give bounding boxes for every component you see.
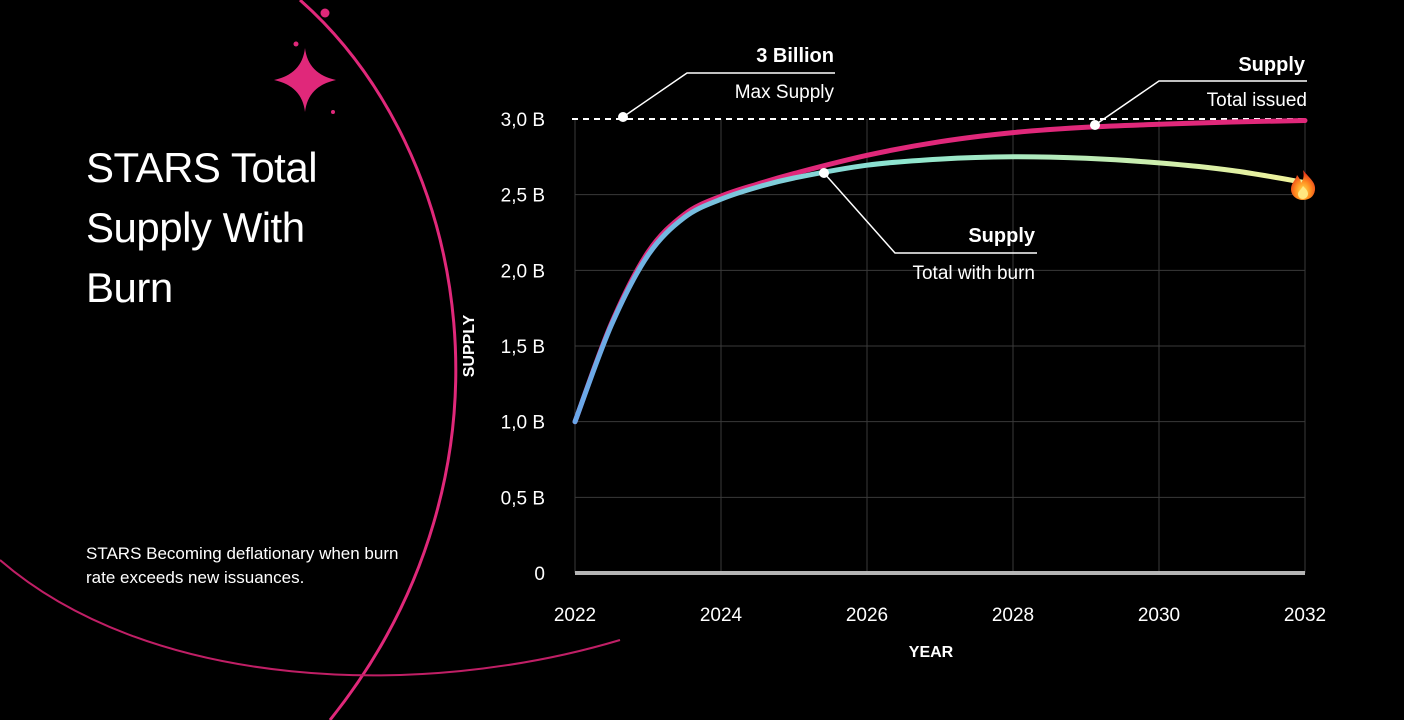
y-tick-label: 1,0 B: [501, 413, 545, 434]
annotation-max-supply-head: 3 Billion: [756, 45, 834, 67]
x-tick-label: 2022: [554, 605, 596, 626]
fire-icon: [1291, 170, 1316, 200]
annotation-max-supply: 3 Billion Max Supply: [618, 45, 835, 122]
y-tick-label: 0: [534, 564, 545, 585]
annotation-total-issued: Supply Total issued: [1090, 54, 1307, 130]
x-tick-label: 2026: [846, 605, 888, 626]
axis-ticks: 2022 2024 2026 2028 2030 2032 0 0,5 B 1,0 B 1,5 B…: [501, 110, 1327, 626]
y-tick-label: 0,5 B: [501, 488, 545, 509]
series-line-total-with-burn: [572, 154, 1308, 425]
page-title: STARS Total Supply With Burn: [86, 144, 318, 311]
x-tick-label: 2030: [1138, 605, 1180, 626]
annotation-total-with-burn-head: Supply: [968, 225, 1036, 247]
y-axis-label: SUPPLY: [461, 314, 478, 377]
chart-description: STARS Becoming deflationary when burn ra…: [86, 544, 399, 587]
y-tick-label: 3,0 B: [501, 110, 545, 131]
y-tick-label: 2,0 B: [501, 261, 545, 282]
annotation-total-issued-sub: Total issued: [1207, 90, 1307, 111]
annotation-max-supply-sub: Max Supply: [735, 82, 835, 103]
annotation-total-with-burn: Supply Total with burn: [819, 168, 1037, 284]
x-axis-label: YEAR: [909, 644, 954, 661]
x-tick-label: 2024: [700, 605, 743, 626]
x-tick-label: 2028: [992, 605, 1034, 626]
annotation-total-issued-head: Supply: [1238, 54, 1306, 76]
annotation-total-with-burn-sub: Total with burn: [912, 263, 1035, 284]
y-tick-label: 2,5 B: [501, 186, 545, 207]
chart-grid: [574, 119, 1306, 573]
y-tick-label: 1,5 B: [501, 337, 545, 358]
x-tick-label: 2032: [1284, 605, 1326, 626]
